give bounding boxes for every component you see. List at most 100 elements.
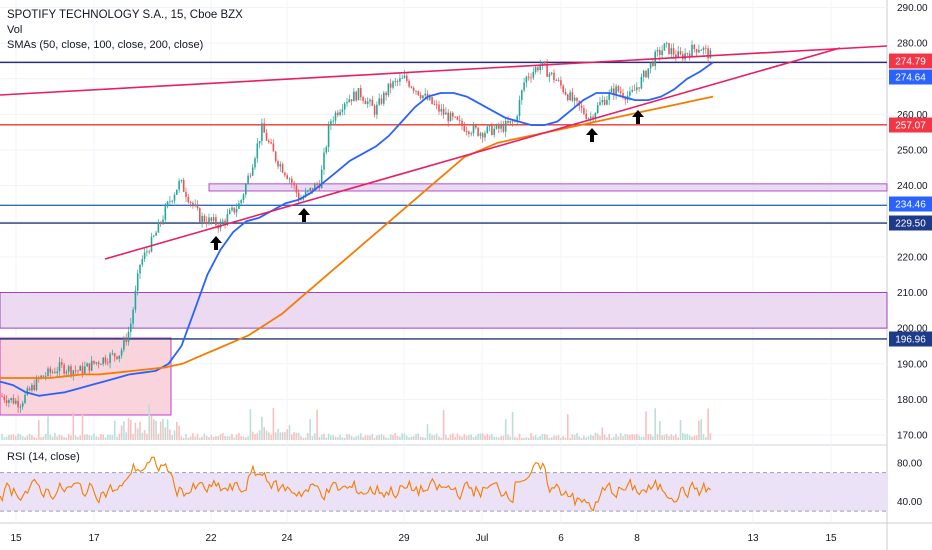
volume-bar — [590, 434, 592, 440]
candle-body — [705, 47, 707, 49]
volume-bar — [107, 434, 109, 440]
volume-bar — [178, 425, 180, 440]
volume-bar — [656, 434, 659, 440]
candle-body — [203, 215, 206, 222]
volume-bar — [645, 411, 647, 440]
volume-bar — [136, 428, 139, 440]
volume-bar — [569, 437, 571, 440]
candle-body — [127, 331, 130, 342]
candle-body — [171, 200, 173, 202]
volume-bar — [537, 437, 539, 440]
volume-bar — [578, 436, 581, 440]
candle-body — [387, 83, 390, 96]
volume-bar — [302, 437, 305, 440]
price-tick-label: 280.00 — [897, 39, 928, 50]
candle-body — [486, 126, 489, 133]
candle-body — [502, 125, 505, 132]
volume-bar — [316, 409, 318, 440]
candle-body — [311, 187, 314, 192]
volume-bar — [212, 436, 215, 440]
price-tag — [889, 53, 932, 69]
volume-bar — [401, 433, 403, 440]
candle-body — [155, 232, 157, 236]
volume-bar — [113, 420, 116, 440]
candle-body — [332, 120, 334, 122]
volume-bar — [79, 435, 81, 440]
candle-body — [518, 99, 521, 117]
volume-bar — [49, 434, 52, 440]
volume-bar — [523, 437, 525, 440]
volume-bar — [373, 437, 376, 440]
candle-body — [573, 97, 576, 101]
volume-bar — [58, 434, 61, 440]
candle-body — [274, 151, 277, 162]
volume-bar — [484, 435, 486, 440]
candle-body — [3, 396, 6, 401]
candle-body — [320, 169, 323, 189]
rsi-legend[interactable]: RSI (14, close) — [7, 451, 80, 463]
candle-body — [293, 182, 295, 186]
volume-bar — [70, 435, 72, 440]
volume-bar — [698, 420, 700, 440]
candle-body — [88, 363, 91, 371]
volume-bar — [380, 434, 383, 440]
candle-body — [380, 98, 383, 104]
candle-body — [684, 53, 686, 60]
sma-line — [0, 61, 714, 397]
volume-bar — [435, 433, 438, 440]
volume-bar — [511, 411, 514, 440]
volume-bar — [196, 433, 199, 440]
volume-bar — [378, 435, 380, 440]
volume-bar — [42, 436, 45, 440]
symbol-title[interactable]: SPOTIFY TECHNOLOGY S.A., 15, Cboe BZX — [7, 9, 243, 21]
volume-bar — [392, 435, 394, 440]
upper-trendline — [0, 45, 888, 96]
volume-bar — [369, 435, 371, 440]
volume-bar — [493, 436, 495, 440]
volume-bar — [47, 416, 49, 440]
candle-body — [645, 70, 647, 78]
volume-bar — [601, 427, 604, 440]
candle-body — [178, 180, 180, 190]
candle-body — [196, 204, 199, 209]
volume-bar — [26, 435, 29, 440]
price-tick-label: 290.00 — [897, 3, 928, 14]
candle-body — [153, 235, 155, 237]
volume-bar — [63, 437, 65, 440]
volume-legend[interactable]: Vol — [7, 24, 23, 36]
volume-bar — [461, 436, 463, 440]
candle-body — [702, 47, 705, 51]
candle-body — [546, 63, 548, 77]
volume-bar — [424, 437, 426, 440]
candle-body — [615, 86, 617, 96]
candle-body — [373, 105, 376, 115]
volume-bar — [555, 435, 558, 440]
volume-bar — [272, 407, 275, 440]
volume-bar — [353, 437, 355, 440]
candle-body — [24, 394, 26, 404]
volume-bar — [182, 437, 185, 440]
candle-body — [56, 371, 58, 374]
volume-bar — [320, 434, 323, 440]
volume-bar — [146, 433, 148, 440]
volume-bar — [84, 434, 86, 440]
volume-bar — [389, 434, 392, 440]
sma-legend[interactable]: SMAs (50, close, 100, close, 200, close) — [7, 39, 204, 51]
volume-bar — [247, 436, 249, 440]
candle-body — [527, 76, 530, 78]
candle-body — [118, 355, 121, 359]
volume-bar — [120, 425, 123, 440]
volume-bar — [527, 437, 530, 440]
volume-bar — [72, 412, 75, 440]
volume-bar — [217, 436, 219, 440]
candle-body — [504, 121, 507, 132]
price-tick-label: 250.00 — [897, 146, 928, 157]
volume-bar — [465, 435, 468, 440]
volume-bar — [470, 434, 472, 440]
candle-body — [481, 133, 484, 138]
lower-trendline — [104, 47, 841, 260]
volume-bar — [97, 437, 100, 440]
volume-bar — [5, 436, 8, 440]
candle-body — [242, 194, 245, 201]
